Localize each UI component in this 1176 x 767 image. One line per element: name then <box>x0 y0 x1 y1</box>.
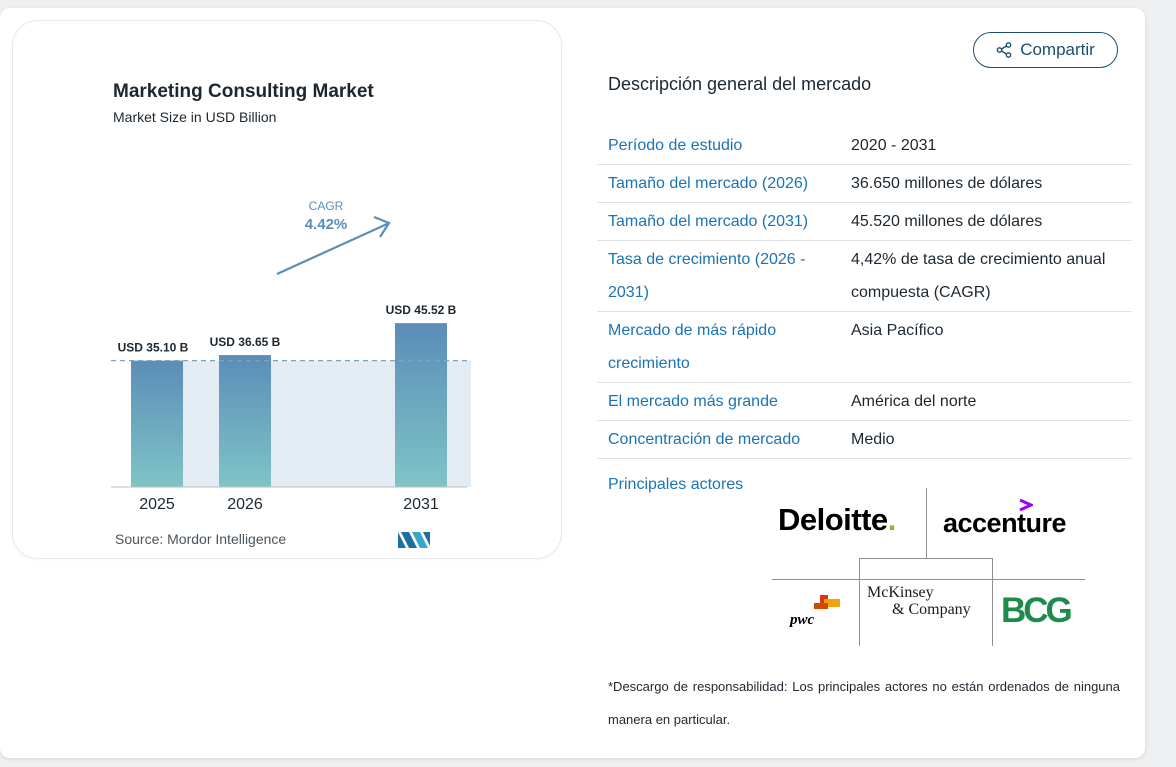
cagr-value: 4.42% <box>305 216 348 233</box>
row-value: 2020 - 2031 <box>840 127 1132 165</box>
row-value: 45.520 millones de dólares <box>840 202 1132 241</box>
pwc-logo: pwc <box>790 612 815 628</box>
chart-subtitle: Market Size in USD Billion <box>113 109 277 125</box>
table-row: Tasa de crecimiento (2026 - 2031) 4,42% … <box>597 240 1132 312</box>
row-value: América del norte <box>840 382 1132 421</box>
row-key: Período de estudio <box>597 127 840 165</box>
data-label: USD 36.65 B <box>210 335 281 349</box>
row-value: Asia Pacífico <box>840 311 1132 383</box>
deloitte-logo: Deloitte. <box>778 502 896 537</box>
cagr-arrow <box>276 222 388 276</box>
chart-title: Marketing Consulting Market <box>113 81 374 102</box>
accenture-chevron-icon <box>1019 498 1033 512</box>
bar <box>219 355 271 487</box>
pwc-mark-icon <box>814 595 840 609</box>
divider <box>772 579 1085 580</box>
data-label: USD 35.10 B <box>118 341 189 355</box>
disclaimer: *Descargo de responsabilidad: Los princi… <box>608 679 1120 727</box>
data-label: USD 45.52 B <box>386 303 457 317</box>
table-row: Tamaño del mercado (2026) 36.650 millone… <box>597 164 1132 203</box>
divider <box>859 558 860 646</box>
x-tick-label: 2025 <box>139 496 175 513</box>
cagr-arrowhead <box>373 215 391 238</box>
table-row: El mercado más grande América del norte <box>597 382 1132 421</box>
overview-table: Período de estudio 2020 - 2031 Tamaño de… <box>597 127 1132 459</box>
table-row: Tamaño del mercado (2031) 45.520 millone… <box>597 202 1132 241</box>
row-key: Tamaño del mercado (2031) <box>597 202 840 241</box>
row-key: Mercado de más rápido crecimiento <box>597 311 840 383</box>
cagr-label: CAGR <box>309 199 344 213</box>
mordor-intelligence-logo <box>398 532 430 548</box>
bar-chart: USD 35.10 B 2025 USD 36.65 B 2026 USD 45.52 … <box>111 199 471 513</box>
overview-title: Descripción general del mercado <box>608 74 872 94</box>
table-row: Período de estudio 2020 - 2031 <box>597 127 1132 165</box>
row-value: 4,42% de tasa de crecimiento anual compu… <box>840 240 1132 312</box>
chart-source: Source: Mordor Intelligence <box>115 531 287 547</box>
divider <box>859 558 992 559</box>
x-tick-label: 2026 <box>227 496 263 513</box>
row-key: Concentración de mercado <box>597 420 840 459</box>
table-row: Concentración de mercado Medio <box>597 420 1132 459</box>
row-key: Tasa de crecimiento (2026 - 2031) <box>597 240 840 312</box>
row-value: Medio <box>840 420 1132 459</box>
bar <box>395 323 447 487</box>
row-value: 36.650 millones de dólares <box>840 164 1132 203</box>
bar <box>131 360 183 487</box>
x-tick-label: 2031 <box>403 496 439 513</box>
bcg-logo: BCG <box>1001 591 1073 630</box>
players-logos: Deloitte. accenture McKinsey & Company p… <box>772 488 1085 646</box>
share-label: Compartir <box>1020 40 1095 59</box>
divider <box>992 558 993 646</box>
share-icon <box>996 42 1012 58</box>
share-button[interactable]: Compartir <box>973 32 1118 68</box>
players-label: Principales actores <box>608 476 744 493</box>
accenture-logo: accenture <box>943 508 1067 538</box>
row-key: Tamaño del mercado (2026) <box>597 164 840 203</box>
chart-card: Marketing Consulting Market Market Size … <box>12 20 562 559</box>
divider <box>926 488 927 558</box>
mckinsey-logo: McKinsey & Company <box>867 584 971 618</box>
row-key: El mercado más grande <box>597 382 840 421</box>
table-row: Mercado de más rápido crecimiento Asia P… <box>597 311 1132 383</box>
